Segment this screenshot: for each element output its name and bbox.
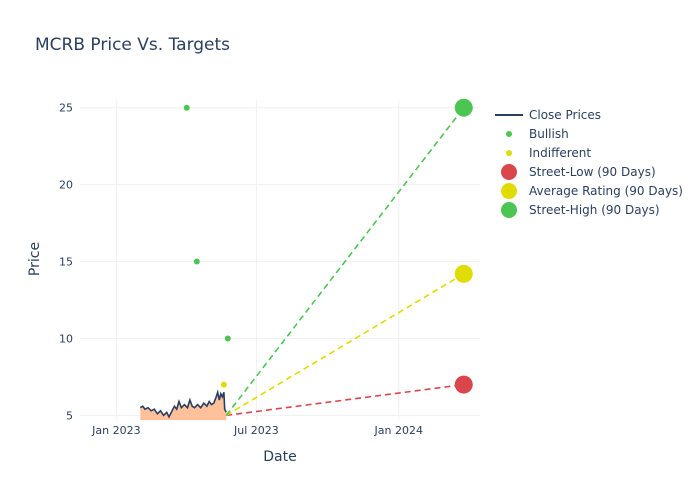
target-marker (454, 98, 473, 117)
legend-swatch (501, 202, 517, 218)
indifferent-point (220, 381, 227, 388)
target-lines (225, 98, 473, 417)
x-axis-label: Date (263, 449, 296, 465)
close-prices-series (139, 389, 227, 420)
y-tick-label: 25 (59, 102, 73, 115)
legend-item[interactable]: Close Prices (495, 108, 601, 122)
target-line (226, 383, 464, 417)
legend: Close Prices Bullish Indifferent Street-Low… (495, 108, 683, 218)
legend-label: Street-Low (90 Days) (529, 165, 656, 179)
legend-item[interactable]: Indifferent (506, 146, 591, 160)
x-tick-label: Jan 2023 (91, 424, 140, 437)
axis-ticks: 5 10 15 20 25 Jan 2023 Jul 2023 Jan 2024 (59, 102, 423, 437)
close-prices-line (139, 389, 227, 419)
y-tick-label: 10 (59, 332, 73, 345)
bullish-point (193, 258, 200, 265)
legend-label: Bullish (529, 127, 569, 141)
chart-title: MCRB Price Vs. Targets (35, 35, 230, 55)
y-axis-label: Price (27, 242, 43, 276)
legend-label: Indifferent (529, 146, 591, 160)
legend-swatch (506, 131, 512, 137)
legend-label: Street-High (90 Days) (529, 203, 660, 217)
target-marker (454, 375, 473, 394)
legend-label: Average Rating (90 Days) (529, 184, 683, 198)
x-tick-label: Jan 2024 (374, 424, 423, 437)
legend-swatch (506, 150, 512, 156)
y-tick-label: 15 (59, 256, 73, 269)
target-line (225, 107, 465, 416)
legend-swatch (501, 164, 517, 180)
rating-points (183, 104, 231, 388)
y-tick-label: 20 (59, 179, 73, 192)
legend-swatch (501, 183, 517, 199)
bullish-point (224, 335, 231, 342)
target-line (225, 273, 465, 417)
target-marker (454, 264, 473, 283)
legend-label: Close Prices (529, 108, 601, 122)
legend-item[interactable]: Average Rating (90 Days) (501, 183, 683, 199)
grid (80, 100, 480, 420)
bullish-point (183, 104, 190, 111)
x-tick-label: Jul 2023 (233, 424, 279, 437)
legend-item[interactable]: Bullish (506, 127, 569, 141)
legend-item[interactable]: Street-Low (90 Days) (501, 164, 656, 180)
legend-item[interactable]: Street-High (90 Days) (501, 202, 660, 218)
y-tick-label: 5 (66, 409, 73, 422)
